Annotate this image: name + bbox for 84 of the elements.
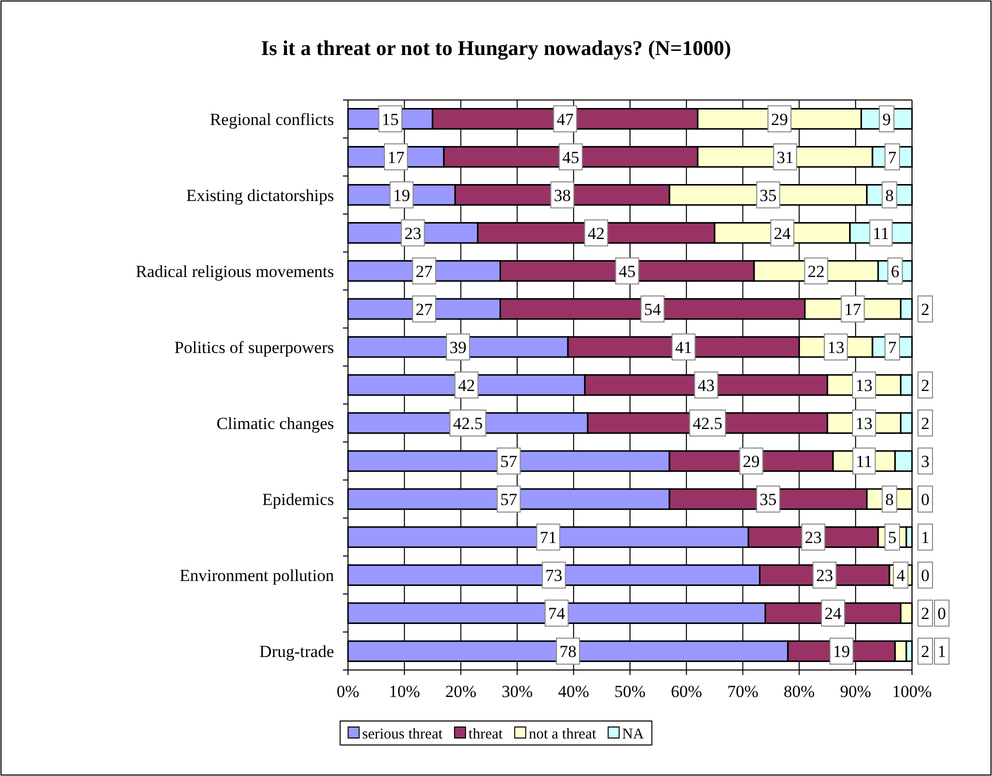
data-label: 2 bbox=[921, 300, 930, 319]
x-tick-label: 40% bbox=[558, 682, 590, 702]
x-tick-label: 10% bbox=[388, 682, 420, 702]
data-label: 31 bbox=[776, 148, 794, 167]
y-tick-label: Politics of superpowers bbox=[174, 338, 334, 357]
data-label: 0 bbox=[921, 490, 930, 510]
x-tick-label: 0% bbox=[336, 682, 360, 702]
data-label: 3 bbox=[921, 452, 930, 471]
y-tick-label: Epidemics bbox=[262, 490, 334, 510]
x-tick-label: 80% bbox=[784, 682, 815, 702]
data-label: 7 bbox=[888, 338, 898, 357]
data-label: 47 bbox=[556, 110, 574, 129]
data-label: 78 bbox=[559, 642, 576, 662]
y-tick-label: Radical religious movements bbox=[136, 262, 334, 281]
data-label: 38 bbox=[554, 186, 571, 205]
x-tick-label: 90% bbox=[840, 682, 872, 702]
data-label: 42 bbox=[588, 224, 605, 243]
data-label: 11 bbox=[856, 452, 872, 471]
data-label: 11 bbox=[872, 224, 890, 243]
data-label: 73 bbox=[545, 566, 562, 586]
data-label: 19 bbox=[393, 186, 410, 205]
data-label: 54 bbox=[644, 300, 662, 319]
data-label: 23 bbox=[404, 224, 422, 243]
data-label: 41 bbox=[675, 338, 692, 357]
legend-label: serious threat bbox=[362, 726, 444, 742]
data-label: 57 bbox=[500, 490, 518, 510]
data-label: 57 bbox=[500, 452, 518, 471]
x-tick-label: 100% bbox=[892, 682, 932, 702]
data-label: 7 bbox=[888, 148, 898, 167]
x-tick-label: 20% bbox=[445, 682, 476, 702]
data-label: 35 bbox=[760, 490, 777, 510]
data-label: 2 bbox=[921, 642, 930, 662]
data-label: 8 bbox=[885, 490, 894, 510]
data-label: 2 bbox=[921, 414, 930, 433]
data-label: 39 bbox=[449, 338, 466, 357]
data-label: 8 bbox=[885, 186, 894, 205]
y-tick-label: Drug-trade bbox=[259, 642, 334, 662]
data-label: 1 bbox=[938, 642, 946, 662]
data-label: 1 bbox=[921, 528, 930, 548]
y-tick-label: Existing dictatorships bbox=[186, 186, 334, 205]
legend-label: not a threat bbox=[528, 726, 597, 742]
data-label: 13 bbox=[856, 414, 873, 433]
data-label: 17 bbox=[844, 300, 862, 319]
data-label: 5 bbox=[888, 528, 897, 548]
x-tick-label: 30% bbox=[502, 682, 533, 702]
data-label: 42.5 bbox=[452, 414, 483, 433]
data-label: 2 bbox=[921, 604, 930, 624]
data-label: 0 bbox=[938, 604, 946, 624]
data-label: 4 bbox=[896, 566, 906, 586]
data-label: 0 bbox=[921, 566, 930, 586]
x-tick-label: 60% bbox=[670, 682, 702, 702]
data-label: 9 bbox=[882, 110, 891, 129]
x-tick-label: 70% bbox=[727, 682, 758, 702]
data-label: 24 bbox=[774, 224, 792, 243]
data-label: 22 bbox=[808, 262, 825, 281]
data-label: 17 bbox=[387, 148, 405, 167]
data-label: 71 bbox=[540, 528, 557, 548]
y-tick-label: Climatic changes bbox=[216, 414, 334, 433]
data-label: 42.5 bbox=[692, 414, 722, 433]
y-tick-label: Environment pollution bbox=[180, 566, 334, 586]
data-label: 29 bbox=[770, 110, 788, 129]
data-label: 27 bbox=[416, 262, 434, 281]
data-label: 74 bbox=[548, 604, 566, 624]
data-label: 19 bbox=[833, 642, 850, 662]
data-label: 42 bbox=[458, 376, 475, 395]
data-label: 43 bbox=[698, 376, 715, 395]
data-label: 15 bbox=[382, 110, 399, 129]
y-tick-label: Regional conflicts bbox=[210, 110, 334, 129]
data-label: 45 bbox=[618, 262, 636, 281]
data-label: 45 bbox=[562, 148, 580, 167]
chart-title: Is it a threat or not to Hungary nowadays? (N=1000) bbox=[260, 36, 732, 60]
data-label: 29 bbox=[742, 452, 760, 471]
data-label: 2 bbox=[921, 376, 930, 395]
x-tick-label: 50% bbox=[614, 682, 646, 702]
legend-label: threat bbox=[468, 726, 504, 742]
data-label: 13 bbox=[856, 376, 873, 395]
data-label: 27 bbox=[416, 300, 434, 319]
data-label: 35 bbox=[760, 186, 777, 205]
data-label: 24 bbox=[824, 604, 842, 624]
data-label: 23 bbox=[816, 566, 834, 586]
data-label: 6 bbox=[890, 262, 900, 281]
data-label: 23 bbox=[804, 528, 822, 548]
legend-label: NA bbox=[622, 726, 644, 742]
data-label: 13 bbox=[827, 338, 844, 357]
